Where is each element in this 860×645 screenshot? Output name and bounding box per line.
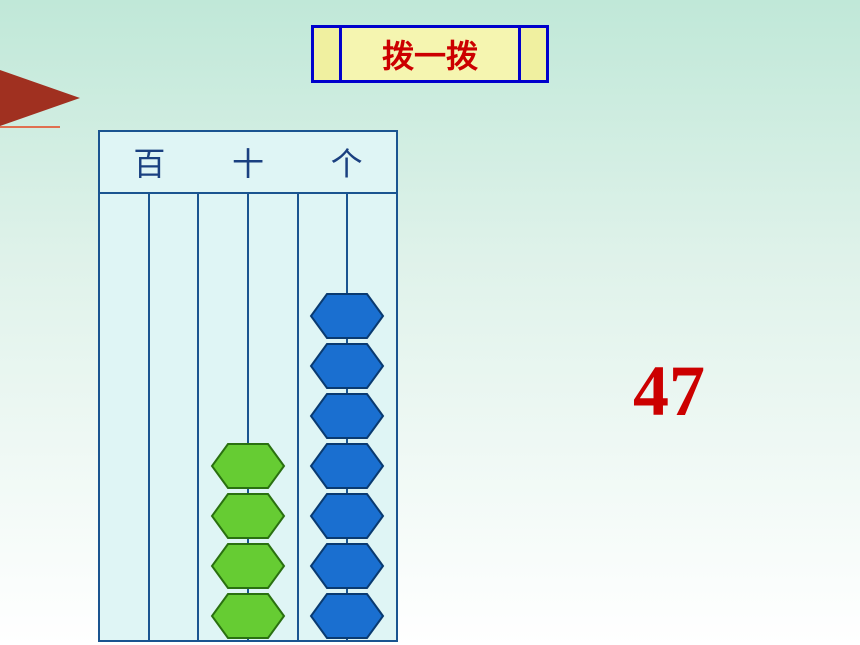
bead: [309, 292, 385, 340]
title-text: 拨一拨: [342, 28, 518, 80]
bead: [210, 592, 286, 640]
bead: [309, 492, 385, 540]
abacus-columns: [100, 194, 396, 642]
arrow-line: [0, 126, 60, 128]
column-ones: [299, 194, 396, 642]
title-side-left: [314, 28, 342, 80]
bead: [210, 442, 286, 490]
header-tens: 十: [199, 132, 298, 192]
column-tens: [199, 194, 298, 642]
bead: [309, 542, 385, 590]
title-box: 拨一拨: [311, 25, 549, 83]
number-display: 47: [633, 350, 705, 433]
rod: [148, 194, 150, 642]
bead: [309, 392, 385, 440]
bead: [210, 542, 286, 590]
column-hundreds: [100, 194, 199, 642]
abacus: 百 十 个: [98, 130, 398, 642]
bead: [309, 442, 385, 490]
header-hundreds: 百: [100, 132, 199, 192]
arrow-decoration: [0, 70, 80, 126]
bead: [309, 592, 385, 640]
bead: [309, 342, 385, 390]
header-ones: 个: [297, 132, 396, 192]
abacus-header: 百 十 个: [100, 132, 396, 194]
bead: [210, 492, 286, 540]
title-side-right: [518, 28, 546, 80]
